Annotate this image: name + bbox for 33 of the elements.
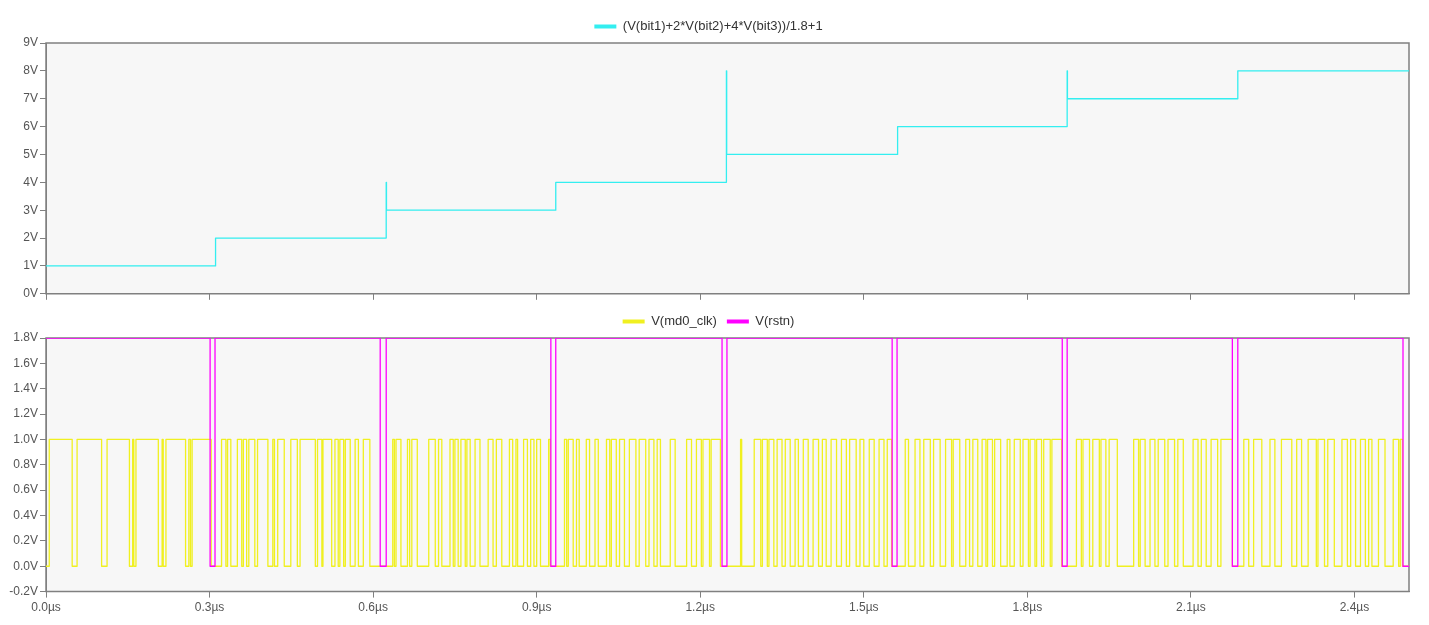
x-tick-label: 1.8µs bbox=[1012, 600, 1043, 615]
y-tick-label: 1.4V bbox=[13, 381, 38, 396]
y-tick-label: 3V bbox=[23, 202, 38, 217]
x-tick-label: 0.0µs bbox=[31, 600, 61, 615]
y-tick-label: 2V bbox=[23, 230, 38, 245]
x-tick-label: 0.3µs bbox=[194, 600, 225, 615]
legend-label: V(rstn) bbox=[755, 313, 795, 329]
y-tick-label: 1V bbox=[23, 258, 38, 273]
x-tick-label: 0.9µs bbox=[521, 600, 552, 615]
y-tick-label: 6V bbox=[23, 118, 38, 133]
y-tick-label: -0.2V bbox=[9, 583, 38, 598]
x-tick-label: 2.1µs bbox=[1176, 600, 1206, 615]
y-tick-label: 1.0V bbox=[13, 431, 38, 446]
y-tick-label: 4V bbox=[23, 174, 38, 189]
x-tick-label: 1.2µs bbox=[685, 600, 716, 615]
y-tick-label: 5V bbox=[23, 146, 38, 161]
y-tick-label: 9V bbox=[23, 35, 38, 50]
x-tick-label: 1.5µs bbox=[849, 600, 879, 615]
y-tick-label: 0.6V bbox=[13, 482, 38, 497]
y-tick-label: 1.6V bbox=[13, 355, 38, 370]
y-tick-label: 0.2V bbox=[13, 533, 38, 548]
y-tick-label: 0V bbox=[23, 286, 38, 301]
y-tick-label: 1.8V bbox=[13, 330, 38, 345]
y-tick-label: 0.0V bbox=[13, 558, 38, 573]
y-tick-label: 0.4V bbox=[13, 507, 38, 522]
y-tick-label: 1.2V bbox=[13, 406, 38, 421]
y-tick-label: 7V bbox=[23, 91, 38, 106]
legend-label: V(md0_clk) bbox=[651, 313, 717, 329]
legend-label: (V(bit1)+2*V(bit2)+4*V(bit3))/1.8+1 bbox=[622, 18, 823, 34]
x-tick-label: 2.4µs bbox=[1339, 600, 1370, 615]
x-tick-label: 0.6µs bbox=[358, 600, 388, 615]
y-tick-label: 0.8V bbox=[13, 457, 38, 472]
y-tick-label: 8V bbox=[23, 63, 38, 78]
